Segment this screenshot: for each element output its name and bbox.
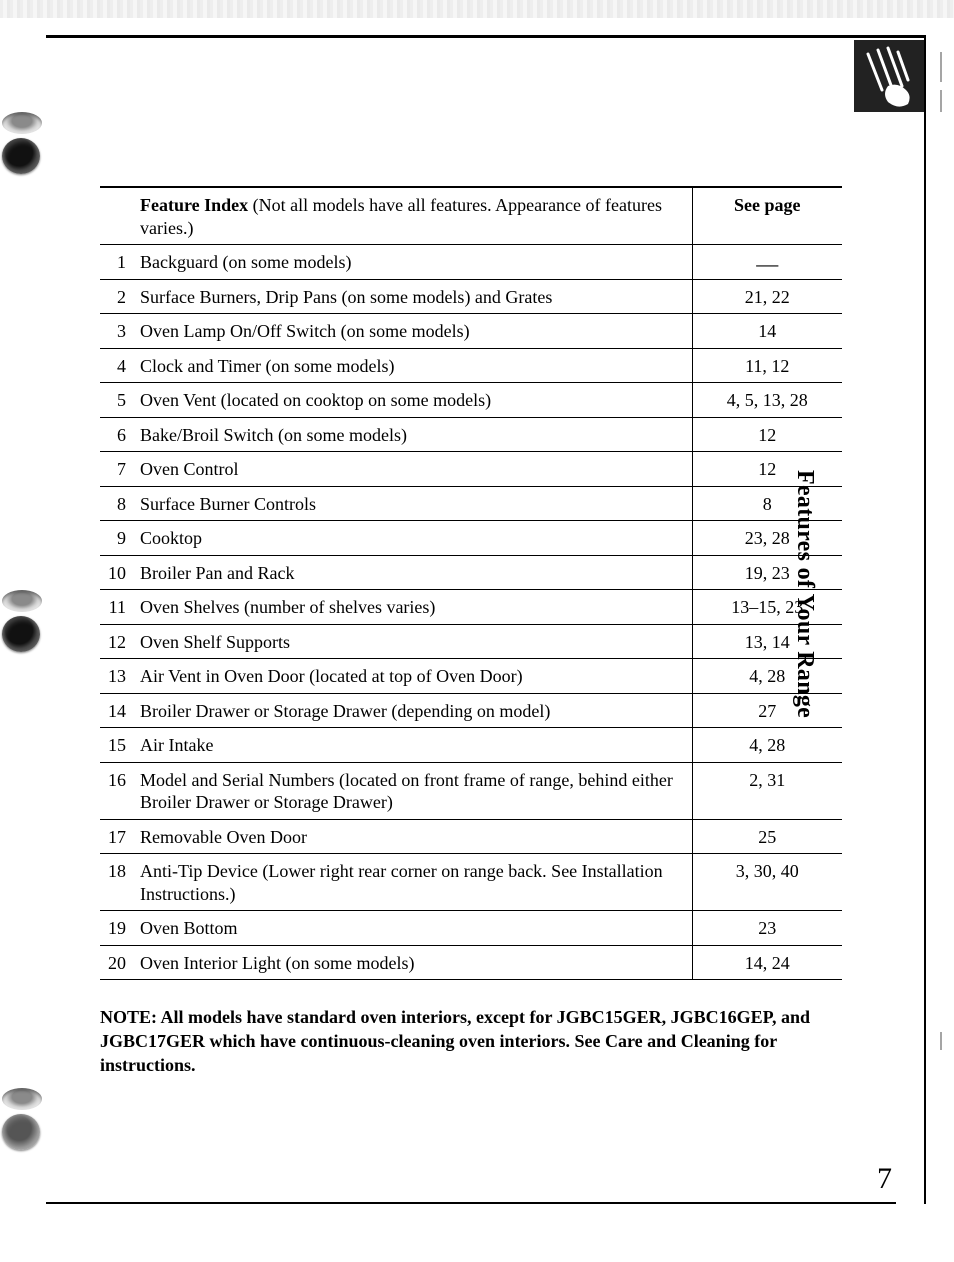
table-row: 18Anti-Tip Device (Lower right rear corn…	[100, 854, 842, 911]
table-row: 15Air Intake4, 28	[100, 728, 842, 763]
row-page: 27	[692, 693, 842, 728]
page-number: 7	[877, 1162, 892, 1196]
row-number: 2	[100, 279, 132, 314]
punch-hole-icon	[2, 590, 42, 630]
row-feature: Oven Lamp On/Off Switch (on some models)	[132, 314, 692, 349]
row-number: 4	[100, 348, 132, 383]
row-feature: Cooktop	[132, 521, 692, 556]
row-feature: Surface Burners, Drip Pans (on some mode…	[132, 279, 692, 314]
table-row: 10Broiler Pan and Rack19, 23	[100, 555, 842, 590]
row-number: 16	[100, 762, 132, 819]
row-number: 13	[100, 659, 132, 694]
row-number: 3	[100, 314, 132, 349]
table-header-feature: Feature Index (Not all models have all f…	[132, 187, 692, 245]
table-row: 13Air Vent in Oven Door (located at top …	[100, 659, 842, 694]
table-row: 11Oven Shelves (number of shelves varies…	[100, 590, 842, 625]
table-row: 4Clock and Timer (on some models)11, 12	[100, 348, 842, 383]
row-page: 2, 31	[692, 762, 842, 819]
table-row: 14Broiler Drawer or Storage Drawer (depe…	[100, 693, 842, 728]
row-feature: Removable Oven Door	[132, 819, 692, 854]
row-feature: Clock and Timer (on some models)	[132, 348, 692, 383]
right-frame-rule	[924, 35, 926, 1204]
table-header-page: See page	[692, 187, 842, 245]
row-number: 11	[100, 590, 132, 625]
row-page: 13, 14	[692, 624, 842, 659]
table-row: 8Surface Burner Controls8	[100, 486, 842, 521]
row-page: 12	[692, 452, 842, 487]
row-page: 4, 28	[692, 659, 842, 694]
bottom-rule	[46, 1202, 896, 1204]
row-page: —	[692, 245, 842, 280]
table-row: 3Oven Lamp On/Off Switch (on some models…	[100, 314, 842, 349]
scan-noise	[0, 0, 954, 18]
row-page: 4, 5, 13, 28	[692, 383, 842, 418]
row-number: 17	[100, 819, 132, 854]
table-row: 17Removable Oven Door25	[100, 819, 842, 854]
content-area: Feature Index (Not all models have all f…	[100, 186, 842, 1077]
row-page: 8	[692, 486, 842, 521]
punch-hole-icon	[2, 1088, 42, 1128]
row-feature: Air Intake	[132, 728, 692, 763]
table-header-feature-bold: Feature Index	[140, 195, 248, 215]
row-number: 7	[100, 452, 132, 487]
row-feature: Oven Shelves (number of shelves varies)	[132, 590, 692, 625]
row-number: 10	[100, 555, 132, 590]
table-row: 20Oven Interior Light (on some models)14…	[100, 945, 842, 980]
row-number: 20	[100, 945, 132, 980]
row-feature: Anti-Tip Device (Lower right rear corner…	[132, 854, 692, 911]
row-page: 4, 28	[692, 728, 842, 763]
row-page: 14, 24	[692, 945, 842, 980]
dash-icon: —	[756, 257, 778, 270]
row-number: 6	[100, 417, 132, 452]
row-feature: Broiler Drawer or Storage Drawer (depend…	[132, 693, 692, 728]
footer-note: NOTE: All models have standard oven inte…	[100, 1006, 830, 1077]
row-number: 19	[100, 911, 132, 946]
table-header-index	[100, 187, 132, 245]
row-number: 5	[100, 383, 132, 418]
row-page: 13–15, 23	[692, 590, 842, 625]
row-page: 14	[692, 314, 842, 349]
row-page: 12	[692, 417, 842, 452]
row-page: 23, 28	[692, 521, 842, 556]
row-page: 11, 12	[692, 348, 842, 383]
section-icon	[854, 40, 924, 112]
row-feature: Oven Vent (located on cooktop on some mo…	[132, 383, 692, 418]
row-feature: Surface Burner Controls	[132, 486, 692, 521]
row-feature: Backguard (on some models)	[132, 245, 692, 280]
table-row: 19Oven Bottom23	[100, 911, 842, 946]
row-feature: Air Vent in Oven Door (located at top of…	[132, 659, 692, 694]
scan-edge-artifact	[934, 52, 948, 1112]
row-number: 8	[100, 486, 132, 521]
row-page: 21, 22	[692, 279, 842, 314]
row-number: 14	[100, 693, 132, 728]
punch-hole-icon	[2, 112, 42, 152]
row-number: 12	[100, 624, 132, 659]
row-feature: Oven Control	[132, 452, 692, 487]
table-row: 5Oven Vent (located on cooktop on some m…	[100, 383, 842, 418]
table-row: 9Cooktop23, 28	[100, 521, 842, 556]
row-feature: Broiler Pan and Rack	[132, 555, 692, 590]
row-page: 19, 23	[692, 555, 842, 590]
row-page: 25	[692, 819, 842, 854]
table-row: 7Oven Control12	[100, 452, 842, 487]
row-feature: Model and Serial Numbers (located on fro…	[132, 762, 692, 819]
row-feature: Oven Bottom	[132, 911, 692, 946]
row-feature: Bake/Broil Switch (on some models)	[132, 417, 692, 452]
row-number: 15	[100, 728, 132, 763]
row-page: 3, 30, 40	[692, 854, 842, 911]
table-row: 16Model and Serial Numbers (located on f…	[100, 762, 842, 819]
top-rule	[46, 35, 926, 38]
table-row: 2Surface Burners, Drip Pans (on some mod…	[100, 279, 842, 314]
row-number: 1	[100, 245, 132, 280]
row-number: 18	[100, 854, 132, 911]
table-row: 1Backguard (on some models) —	[100, 245, 842, 280]
table-row: 6Bake/Broil Switch (on some models)12	[100, 417, 842, 452]
row-number: 9	[100, 521, 132, 556]
table-row: 12Oven Shelf Supports13, 14	[100, 624, 842, 659]
feature-index-table: Feature Index (Not all models have all f…	[100, 186, 842, 980]
row-feature: Oven Shelf Supports	[132, 624, 692, 659]
row-page: 23	[692, 911, 842, 946]
row-feature: Oven Interior Light (on some models)	[132, 945, 692, 980]
